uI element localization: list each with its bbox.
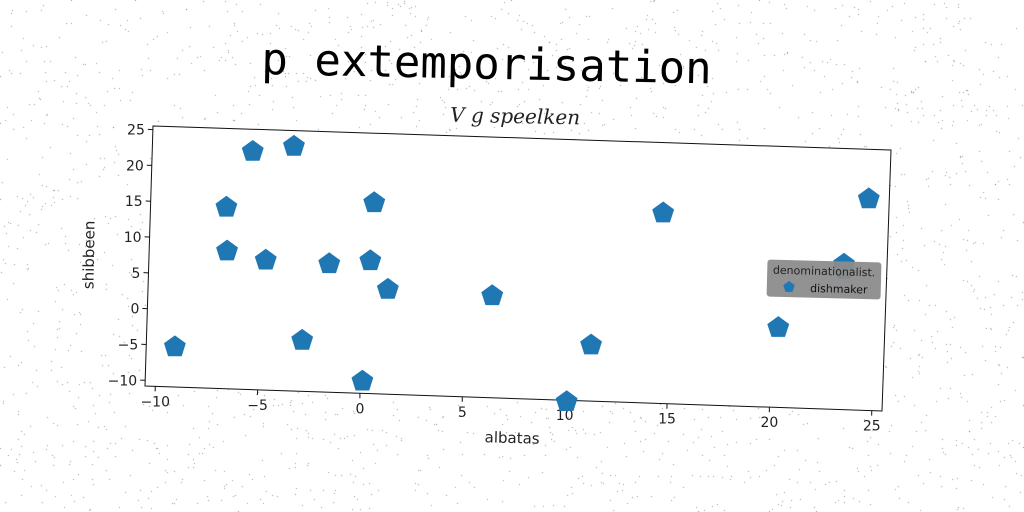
x-tick-label: 10 [556,408,574,424]
data-point [351,369,374,391]
data-point [376,277,399,299]
data-point [318,252,341,274]
data-point [580,333,602,355]
data-point [216,239,238,261]
data-point [652,201,675,223]
legend-title: denominationalist. [773,264,876,280]
x-tick-label: −5 [247,398,268,414]
data-point [481,284,504,306]
data-point [767,316,790,337]
x-tick-label: −10 [140,394,170,410]
data-point [291,328,314,350]
y-axis-label: shibbeen [79,221,98,290]
data-point [215,195,238,217]
y-tick-label: −10 [108,373,138,389]
data-point [241,140,264,161]
y-tick-label: −5 [118,337,139,353]
y-tick-label: 0 [130,302,139,318]
x-tick-label: 25 [863,419,881,435]
legend-marker [783,281,795,292]
x-tick-label: 20 [760,415,778,431]
axes-frame [144,125,892,412]
data-point [164,335,186,357]
x-tick-label: 15 [658,412,676,428]
y-tick-label: 5 [132,266,141,282]
data-point [283,134,305,156]
legend-box [766,259,882,300]
data-point [363,191,386,213]
data-point [555,390,578,411]
y-tick-label: 15 [125,194,143,210]
data-point [857,187,880,209]
plot-area: −10 −5 0 5 10 15 20 25 −10 −5 0 5 10 15 20 25 albatas shi… [79,123,892,448]
x-axis-label: albatas [484,428,540,447]
chart-title: V g speelken [450,103,580,130]
y-tick-label: 20 [126,158,144,174]
y-tick-label: 25 [127,123,145,139]
data-point [359,249,382,271]
data-point [254,248,277,270]
legend: denominationalist. dishmaker [766,259,882,300]
legend-entry-label: dishmaker [810,282,868,297]
y-tick-label: 10 [124,230,142,246]
x-tick-label: 5 [458,405,467,421]
x-tick-label: 0 [355,401,364,417]
